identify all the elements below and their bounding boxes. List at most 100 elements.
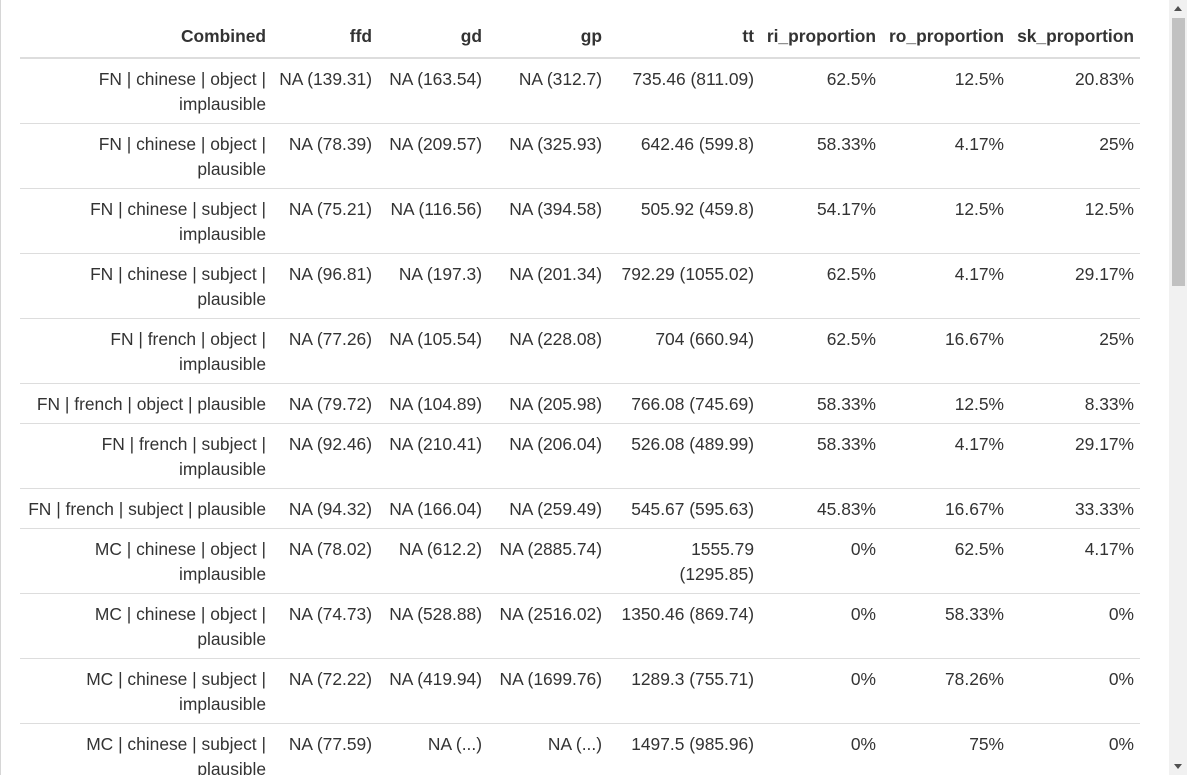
column-header-gp: gp	[488, 20, 608, 59]
cell-gd: NA (210.41)	[378, 423, 488, 489]
cell-sk-proportion: 0%	[1010, 658, 1140, 724]
cell-sk-proportion: 4.17%	[1010, 528, 1140, 594]
chevron-down-icon	[1174, 764, 1182, 769]
cell-ffd: NA (74.73)	[272, 593, 378, 659]
cell-gp: NA (2885.74)	[488, 528, 608, 594]
scroll-up-button[interactable]	[1169, 0, 1187, 17]
cell-tt: 1497.5 (985.96)	[608, 723, 760, 775]
table-row: MC | chinese | subject | plausible NA (77…	[20, 723, 1140, 775]
cell-ro-proportion: 12.5%	[882, 383, 1010, 424]
cell-tt: 704 (660.94)	[608, 318, 760, 384]
cell-gd: NA (...)	[378, 723, 488, 775]
cell-sk-proportion: 0%	[1010, 723, 1140, 775]
cell-tt: 526.08 (489.99)	[608, 423, 760, 489]
cell-ri-proportion: 45.83%	[760, 488, 882, 529]
cell-ffd: NA (77.26)	[272, 318, 378, 384]
cell-gp: NA (394.58)	[488, 188, 608, 254]
table-row: MC | chinese | subject | implausible NA (…	[20, 658, 1140, 724]
cell-tt: 792.29 (1055.02)	[608, 253, 760, 319]
table-row: MC | chinese | object | implausible NA (7…	[20, 528, 1140, 594]
cell-sk-proportion: 25%	[1010, 123, 1140, 189]
cell-sk-proportion: 29.17%	[1010, 253, 1140, 319]
cell-ri-proportion: 0%	[760, 528, 882, 594]
cell-ri-proportion: 58.33%	[760, 123, 882, 189]
cell-tt: 1350.46 (869.74)	[608, 593, 760, 659]
cell-gd: NA (209.57)	[378, 123, 488, 189]
cell-combined: FN | chinese | object | plausible	[20, 123, 272, 189]
cell-ro-proportion: 16.67%	[882, 318, 1010, 384]
cell-gp: NA (206.04)	[488, 423, 608, 489]
cell-gp: NA (...)	[488, 723, 608, 775]
cell-sk-proportion: 8.33%	[1010, 383, 1140, 424]
scroll-down-button[interactable]	[1169, 758, 1187, 775]
column-header-ro-proportion: ro_proportion	[882, 20, 1010, 59]
table-header-row: Combined ffd gd gp tt ri_proportion ro_p…	[20, 20, 1140, 59]
scrollbar-thumb[interactable]	[1172, 18, 1185, 286]
table-row: MC | chinese | object | plausible NA (74.…	[20, 593, 1140, 659]
cell-tt: 505.92 (459.8)	[608, 188, 760, 254]
table-row: FN | french | subject | implausible NA (9…	[20, 423, 1140, 489]
cell-sk-proportion: 20.83%	[1075, 69, 1134, 89]
cell-ri-proportion: 0%	[760, 593, 882, 659]
cell-gd: NA (166.04)	[378, 488, 488, 529]
cell-combined: FN | chinese | object | implausible	[98, 69, 266, 114]
cell-gp: NA (2516.02)	[488, 593, 608, 659]
cell-ffd: NA (94.32)	[272, 488, 378, 529]
cell-ffd: NA (75.21)	[272, 188, 378, 254]
table-row: FN | french | subject | plausible NA (94.…	[20, 488, 1140, 529]
cell-gd: NA (612.2)	[378, 528, 488, 594]
cell-gp: NA (1699.76)	[488, 658, 608, 724]
cell-sk-proportion: 0%	[1010, 593, 1140, 659]
cell-ri-proportion: 62.5%	[760, 318, 882, 384]
column-header-ri-proportion: ri_proportion	[760, 20, 882, 59]
cell-combined: FN | chinese | subject | plausible	[20, 253, 272, 319]
cell-ffd: NA (78.39)	[272, 123, 378, 189]
cell-combined: FN | french | subject | implausible	[20, 423, 272, 489]
cell-ro-proportion: 62.5%	[882, 528, 1010, 594]
chevron-up-icon	[1174, 6, 1182, 11]
cell-ri-proportion: 58.33%	[760, 423, 882, 489]
cell-ro-proportion: 4.17%	[882, 423, 1010, 489]
cell-ri-proportion: 62.5%	[760, 253, 882, 319]
cell-gp: NA (259.49)	[488, 488, 608, 529]
vertical-scrollbar[interactable]	[1169, 0, 1187, 775]
cell-ffd: NA (139.31)	[279, 69, 372, 89]
cell-gd: NA (163.54)	[389, 69, 482, 89]
cell-combined: MC | chinese | object | implausible	[20, 528, 272, 594]
cell-ffd: NA (72.22)	[272, 658, 378, 724]
cell-ro-proportion: 12.5%	[882, 188, 1010, 254]
cell-ffd: NA (96.81)	[272, 253, 378, 319]
cell-gp: NA (325.93)	[488, 123, 608, 189]
cell-gd: NA (419.94)	[378, 658, 488, 724]
cell-tt: 735.46 (811.09)	[632, 69, 754, 89]
cell-tt: 1289.3 (755.71)	[608, 658, 760, 724]
cell-combined: MC | chinese | subject | implausible	[20, 658, 272, 724]
cell-ffd: NA (77.59)	[272, 723, 378, 775]
cell-ro-proportion: 12.5%	[954, 69, 1004, 89]
cell-gp: NA (228.08)	[488, 318, 608, 384]
cell-sk-proportion: 25%	[1010, 318, 1140, 384]
cell-ro-proportion: 4.17%	[882, 253, 1010, 319]
cell-tt: 545.67 (595.63)	[608, 488, 760, 529]
cell-ri-proportion: 58.33%	[760, 383, 882, 424]
column-header-tt: tt	[608, 20, 760, 59]
cell-ri-proportion: 62.5%	[826, 69, 876, 89]
cell-ro-proportion: 4.17%	[882, 123, 1010, 189]
column-header-sk-proportion: sk_proportion	[1010, 20, 1140, 59]
column-header-gd: gd	[378, 20, 488, 59]
cell-combined: FN | french | subject | plausible	[20, 488, 272, 529]
cell-tt: 642.46 (599.8)	[608, 123, 760, 189]
table-row: FN | chinese | object | plausible NA (78.…	[20, 123, 1140, 189]
cell-combined: MC | chinese | subject | plausible	[20, 723, 272, 775]
cell-sk-proportion: 12.5%	[1010, 188, 1140, 254]
cell-ri-proportion: 0%	[760, 723, 882, 775]
cell-gp: NA (205.98)	[488, 383, 608, 424]
data-table: Combined ffd gd gp tt ri_proportion ro_p…	[20, 20, 1140, 775]
table-row: FN | french | object | plausible NA (79.7…	[20, 383, 1140, 424]
table-row: FN | chinese | subject | plausible NA (96…	[20, 253, 1140, 319]
column-header-combined: Combined	[20, 20, 272, 59]
cell-sk-proportion: 33.33%	[1010, 488, 1140, 529]
cell-ffd: NA (78.02)	[272, 528, 378, 594]
cell-tt: 766.08 (745.69)	[608, 383, 760, 424]
